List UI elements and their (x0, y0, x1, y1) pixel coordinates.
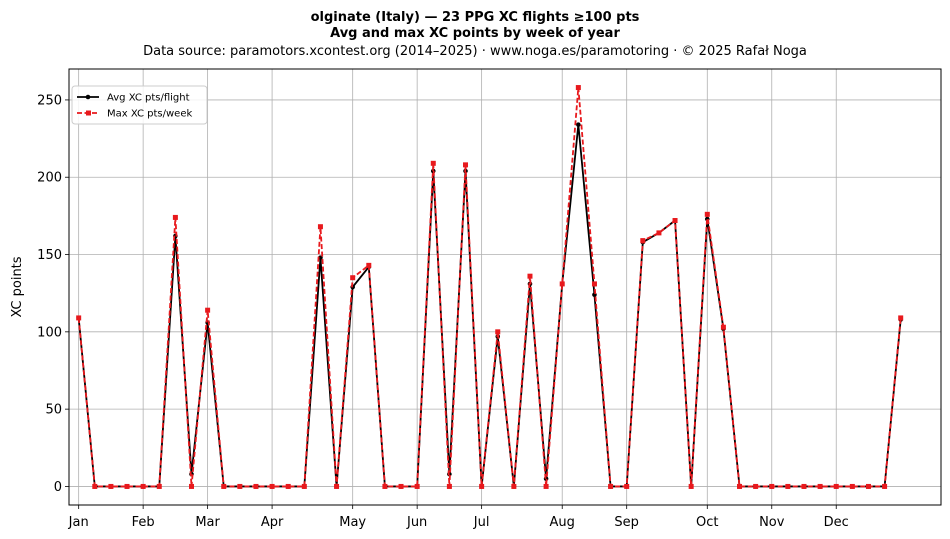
data-point-max (237, 483, 243, 489)
data-point-max (882, 483, 888, 489)
data-point-max (688, 483, 694, 489)
data-point-max (833, 483, 839, 489)
y-tick-label: 150 (37, 248, 62, 263)
data-point-max (317, 224, 323, 230)
data-point-max (430, 160, 436, 166)
data-point-max (575, 85, 581, 91)
data-point-max (559, 281, 565, 287)
x-tick-label: Mar (195, 515, 220, 530)
data-point-avg (576, 122, 581, 127)
x-tick-label: Dec (824, 515, 849, 530)
data-point-max (285, 483, 291, 489)
data-point-max (124, 483, 130, 489)
x-tick-label: Jun (406, 515, 427, 530)
x-tick-label: Oct (696, 515, 718, 530)
x-tick-label: Jul (473, 515, 490, 530)
y-tick-label: 50 (45, 403, 62, 418)
data-point-max (382, 483, 388, 489)
data-point-max (269, 483, 275, 489)
data-point-max (817, 483, 823, 489)
grid (69, 69, 941, 505)
series-group (76, 85, 904, 489)
data-point-max (785, 483, 791, 489)
data-point-max (591, 281, 597, 287)
data-point-max (753, 483, 759, 489)
data-point-max (253, 483, 259, 489)
data-point-max (463, 162, 469, 168)
x-tick-label: Sep (614, 515, 639, 530)
legend-label-avg: Avg XC pts/flight (107, 93, 190, 104)
x-tick-label: Feb (132, 515, 155, 530)
legend-marker-max (86, 110, 91, 116)
data-point-max (720, 324, 726, 330)
data-point-max (656, 230, 662, 236)
data-point-max (737, 483, 743, 489)
y-tick-label: 250 (37, 93, 62, 108)
chart-title: olginate (Italy) — 23 PPG XC flights ≥10… (311, 10, 640, 25)
data-point-max (140, 483, 146, 489)
data-source-note: Data source: paramotors.xcontest.org (20… (143, 44, 807, 59)
data-point-max (334, 483, 340, 489)
data-point-max (188, 483, 194, 489)
x-tick-label: Jan (68, 515, 89, 530)
data-point-max (205, 307, 211, 313)
legend-box (71, 85, 208, 125)
x-tick-label: May (339, 515, 366, 530)
data-point-max (108, 483, 114, 489)
y-tick-label: 0 (54, 480, 62, 495)
y-tick-label: 100 (37, 325, 62, 340)
data-point-max (495, 329, 501, 335)
data-point-max (624, 483, 630, 489)
axis-ticks: 0 50 100 150 200 250 Jan Feb Mar Apr May Jun Jul Aug S… (37, 93, 849, 530)
data-point-max (672, 218, 678, 224)
x-tick-label: Nov (759, 515, 785, 530)
data-point-max (849, 483, 855, 489)
series-line-avg (77, 123, 902, 488)
data-point-max (801, 483, 807, 489)
series-line-max (77, 86, 902, 488)
chart-subtitle: Avg and max XC points by week of year (330, 26, 620, 41)
data-point-max (398, 483, 404, 489)
data-point-max (865, 483, 871, 489)
y-axis-label: XC points (10, 256, 25, 317)
data-point-max (608, 483, 614, 489)
data-point-max (704, 211, 710, 217)
data-point-max (898, 315, 904, 321)
data-point-max (221, 483, 227, 489)
legend-marker-avg (85, 94, 91, 100)
x-tick-label: Apr (261, 515, 284, 530)
data-point-max (76, 315, 82, 321)
y-tick-label: 200 (37, 171, 62, 186)
data-point-max (172, 214, 178, 220)
data-point-max (446, 483, 452, 489)
data-point-max (350, 275, 356, 281)
x-tick-label: Aug (550, 515, 575, 530)
data-point-max (92, 483, 98, 489)
legend-label-max: Max XC pts/week (107, 109, 192, 120)
data-point-max (156, 483, 162, 489)
legend: Avg XC pts/flight Max XC pts/week (71, 85, 208, 125)
data-point-max (479, 483, 485, 489)
data-point-max (527, 273, 533, 279)
data-point-max (301, 483, 307, 489)
data-point-max (511, 483, 517, 489)
data-point-max (543, 483, 549, 489)
data-point-max (769, 483, 775, 489)
data-point-max (414, 483, 420, 489)
plot-frame (68, 68, 942, 506)
data-point-max (366, 262, 372, 268)
data-point-max (640, 238, 646, 244)
